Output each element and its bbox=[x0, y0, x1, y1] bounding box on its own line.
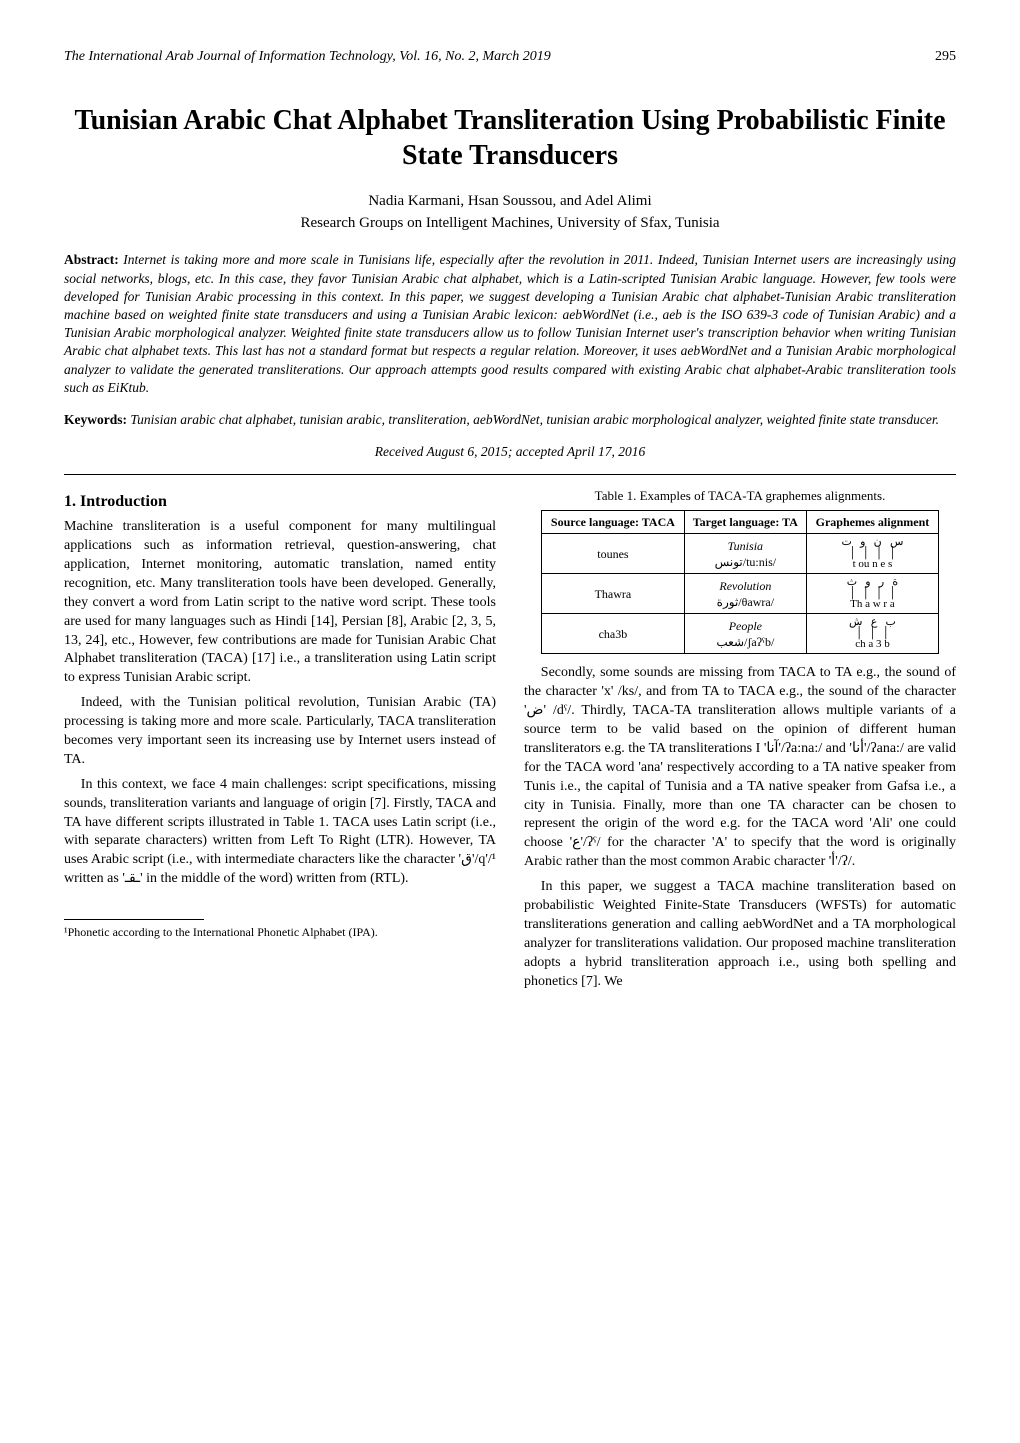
affiliation: Research Groups on Intelligent Machines,… bbox=[64, 213, 956, 233]
alignment-diagram: س ن و ت │ │ │ │ t ou n e s bbox=[813, 537, 932, 570]
table-row: cha3b People شعب/ʃaʔˁb/ ب ع ش │ │ │ ch a… bbox=[542, 614, 938, 654]
right-column: Table 1. Examples of TACA-TA graphemes a… bbox=[524, 483, 956, 998]
paragraph: In this paper, we suggest a TACA machine… bbox=[524, 878, 956, 991]
two-column-body: 1. Introduction Machine transliteration … bbox=[64, 483, 956, 998]
table-cell: People شعب/ʃaʔˁb/ bbox=[684, 614, 807, 654]
keywords-text: Tunisian arabic chat alphabet, tunisian … bbox=[130, 412, 939, 427]
table-row: tounes Tunisia تونس/tu:nis/ س ن و ت │ │ … bbox=[542, 534, 938, 574]
horizontal-rule bbox=[64, 474, 956, 475]
table-1: Source language: TACA Target language: T… bbox=[541, 510, 938, 654]
table-header: Graphemes alignment bbox=[807, 511, 939, 534]
table-cell: ب ع ش │ │ │ ch a 3 b bbox=[807, 614, 939, 654]
received-dates: Received August 6, 2015; accepted April … bbox=[64, 443, 956, 461]
paper-title: Tunisian Arabic Chat Alphabet Transliter… bbox=[64, 103, 956, 173]
target-meaning: People bbox=[691, 618, 801, 634]
abstract-label: Abstract: bbox=[64, 252, 119, 267]
target-script: شعب/ʃaʔˁb/ bbox=[691, 634, 801, 650]
paragraph: Secondly, some sounds are missing from T… bbox=[524, 664, 956, 872]
table-cell: Thawra bbox=[542, 574, 684, 614]
keywords-block: Keywords: Tunisian arabic chat alphabet,… bbox=[64, 411, 956, 429]
keywords-label: Keywords: bbox=[64, 412, 127, 427]
left-column: 1. Introduction Machine transliteration … bbox=[64, 483, 496, 998]
running-header: The International Arab Journal of Inform… bbox=[64, 48, 956, 67]
footnote-separator bbox=[64, 919, 204, 920]
target-script: ثورة/θawra/ bbox=[691, 594, 801, 610]
target-meaning: Revolution bbox=[691, 578, 801, 594]
table-cell: Tunisia تونس/tu:nis/ bbox=[684, 534, 807, 574]
paragraph: In this context, we face 4 main challeng… bbox=[64, 776, 496, 889]
table-cell: Revolution ثورة/θawra/ bbox=[684, 574, 807, 614]
target-meaning: Tunisia bbox=[691, 538, 801, 554]
alignment-diagram: ة ر و ث │ │ │ │ Th a w r a bbox=[813, 577, 932, 610]
table-cell: tounes bbox=[542, 534, 684, 574]
paragraph: Machine transliteration is a useful comp… bbox=[64, 518, 496, 688]
target-script: تونس/tu:nis/ bbox=[691, 554, 801, 570]
table-1-caption: Table 1. Examples of TACA-TA graphemes a… bbox=[524, 487, 956, 505]
table-cell: س ن و ت │ │ │ │ t ou n e s bbox=[807, 534, 939, 574]
table-header: Target language: TA bbox=[684, 511, 807, 534]
table-cell: cha3b bbox=[542, 614, 684, 654]
journal-name: The International Arab Journal of Inform… bbox=[64, 48, 551, 67]
table-cell: ة ر و ث │ │ │ │ Th a w r a bbox=[807, 574, 939, 614]
authors: Nadia Karmani, Hsan Soussou, and Adel Al… bbox=[64, 191, 956, 211]
section-1-heading: 1. Introduction bbox=[64, 491, 496, 513]
abstract-block: Abstract: Internet is taking more and mo… bbox=[64, 251, 956, 397]
table-row: Thawra Revolution ثورة/θawra/ ة ر و ث │ … bbox=[542, 574, 938, 614]
paragraph: Indeed, with the Tunisian political revo… bbox=[64, 694, 496, 770]
abstract-text: Internet is taking more and more scale i… bbox=[64, 252, 956, 395]
page-number: 295 bbox=[935, 48, 956, 67]
footnote-1: ¹Phonetic according to the International… bbox=[64, 924, 496, 940]
table-header: Source language: TACA bbox=[542, 511, 684, 534]
alignment-diagram: ب ع ش │ │ │ ch a 3 b bbox=[813, 617, 932, 650]
